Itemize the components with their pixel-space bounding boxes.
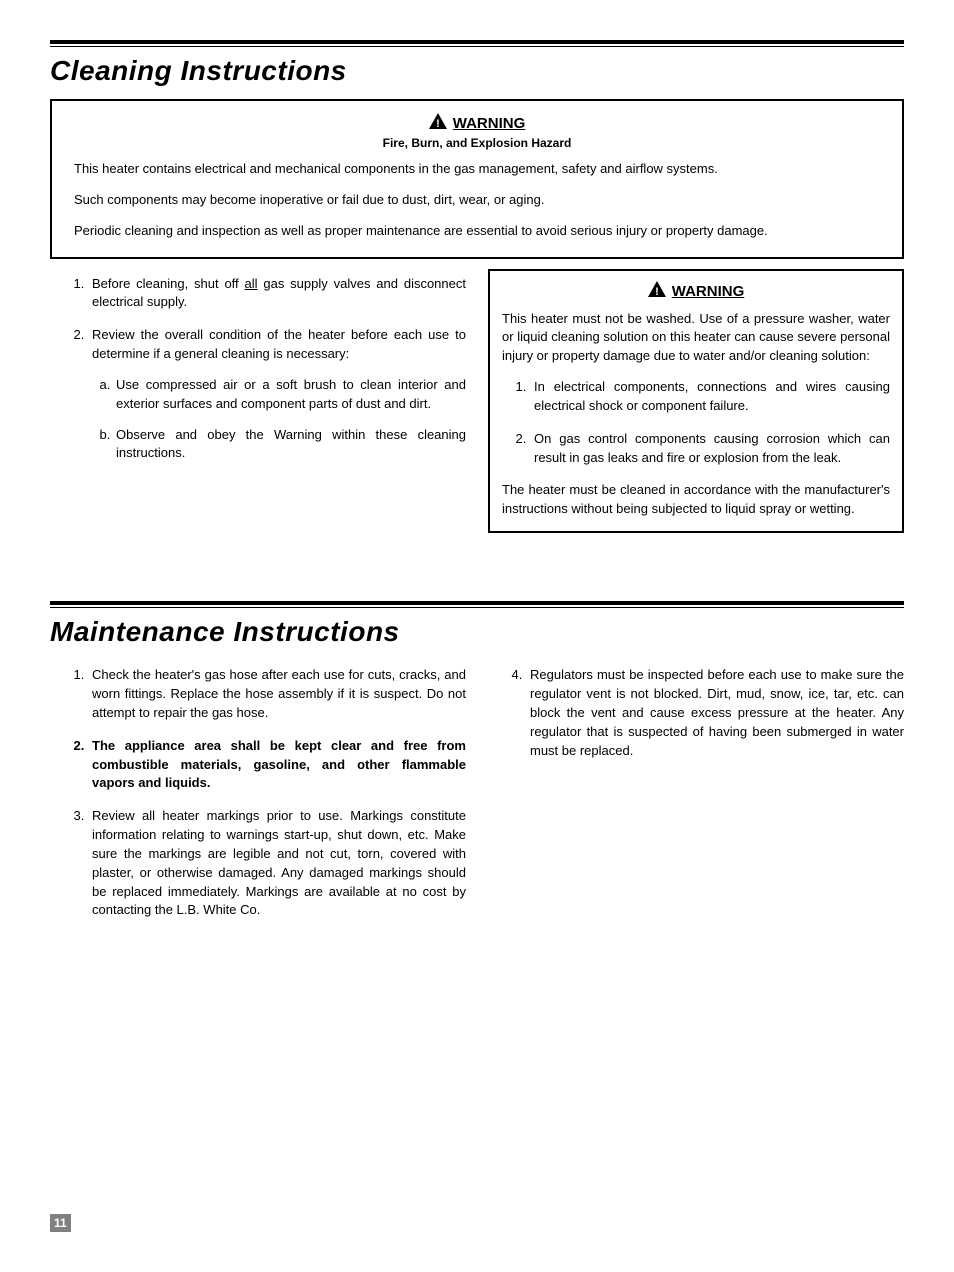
list-item: Check the heater's gas hose after each u…: [88, 666, 466, 723]
rule-thin: [50, 607, 904, 608]
list-item: Regulators must be inspected before each…: [526, 666, 904, 760]
warning-header: ! WARNING: [74, 113, 880, 134]
maintenance-steps-left: Check the heater's gas hose after each u…: [50, 666, 466, 920]
right-column: ! WARNING This heater must not be washed…: [488, 269, 904, 542]
list-item-bold: The appliance area shall be kept clear a…: [88, 737, 466, 794]
maintenance-steps-right: Regulators must be inspected before each…: [488, 666, 904, 760]
sub-steps: Use compressed air or a soft brush to cl…: [92, 376, 466, 463]
list-item: In electrical components, connections an…: [530, 378, 890, 416]
text: Review the overall condition of the heat…: [92, 327, 466, 361]
cleaning-steps: Before cleaning, shut off all gas supply…: [50, 275, 466, 464]
list-item: Review all heater markings prior to use.…: [88, 807, 466, 920]
right-column: Regulators must be inspected before each…: [488, 660, 904, 934]
list-item: Review the overall condition of the heat…: [88, 326, 466, 463]
list-item: Before cleaning, shut off all gas supply…: [88, 275, 466, 313]
warning-subtitle: Fire, Burn, and Explosion Hazard: [74, 136, 880, 150]
section-title-cleaning: Cleaning Instructions: [50, 55, 904, 87]
warning-outro: The heater must be cleaned in accordance…: [502, 481, 890, 519]
section-title-maintenance: Maintenance Instructions: [50, 616, 904, 648]
warning-box-wash: ! WARNING This heater must not be washed…: [488, 269, 904, 534]
warning-paragraph: Periodic cleaning and inspection as well…: [74, 222, 880, 241]
rule-thick: [50, 40, 904, 44]
warning-paragraph: Such components may become inoperative o…: [74, 191, 880, 210]
left-column: Check the heater's gas hose after each u…: [50, 660, 466, 934]
columns-maintenance: Check the heater's gas hose after each u…: [50, 660, 904, 934]
list-item: Observe and obey the Warning within thes…: [114, 426, 466, 464]
page-number: 11: [50, 1214, 71, 1232]
rule-thick: [50, 601, 904, 605]
warning-paragraph: This heater contains electrical and mech…: [74, 160, 880, 179]
warning-title: WARNING: [672, 283, 745, 300]
warning-triangle-icon: !: [429, 113, 447, 134]
warning-triangle-icon: !: [648, 281, 666, 302]
left-column: Before cleaning, shut off all gas supply…: [50, 269, 466, 542]
underlined-text: all: [245, 276, 258, 291]
svg-text:!: !: [655, 286, 659, 297]
warning-intro: This heater must not be washed. Use of a…: [502, 310, 890, 367]
svg-text:!: !: [436, 118, 440, 129]
warning-box-main: ! WARNING Fire, Burn, and Explosion Haza…: [50, 99, 904, 259]
warning-title: WARNING: [453, 115, 526, 132]
warning-list: In electrical components, connections an…: [502, 378, 890, 467]
list-item: On gas control components causing corros…: [530, 430, 890, 468]
text: Before cleaning, shut off: [92, 276, 245, 291]
columns-cleaning: Before cleaning, shut off all gas supply…: [50, 269, 904, 542]
list-item: Use compressed air or a soft brush to cl…: [114, 376, 466, 414]
rule-thin: [50, 46, 904, 47]
warning-header: ! WARNING: [502, 281, 890, 302]
